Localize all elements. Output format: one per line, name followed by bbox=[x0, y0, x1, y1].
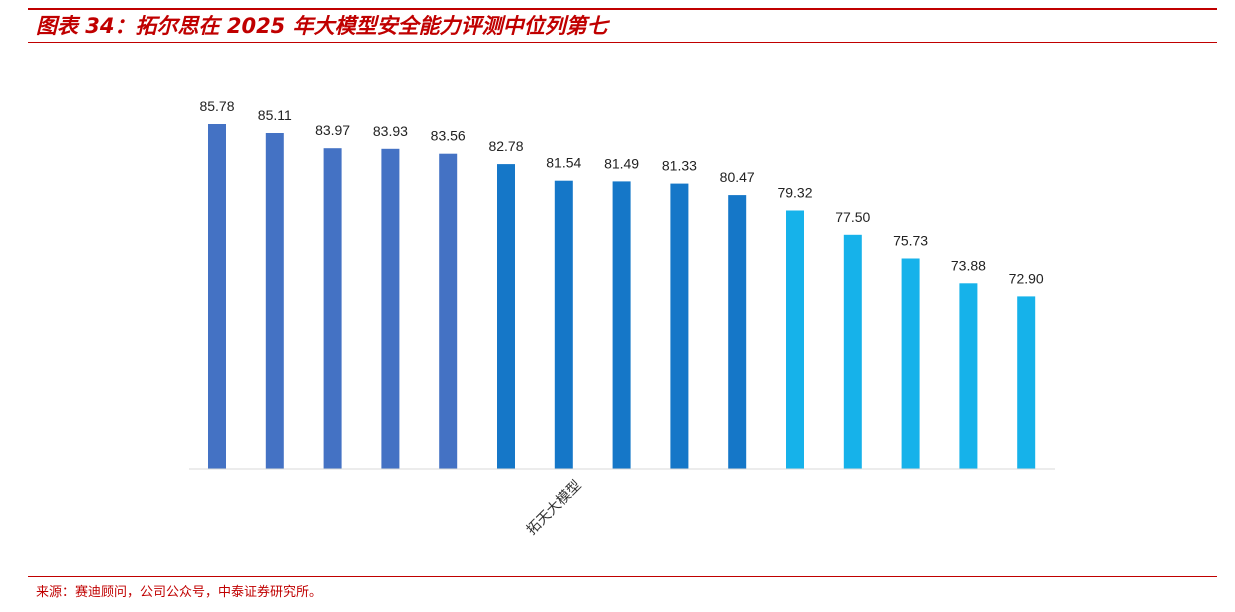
bar-12 bbox=[843, 234, 862, 469]
source-note: 来源：赛迪顾问，公司公众号，中泰证券研究所。 bbox=[36, 585, 323, 600]
title-underline bbox=[28, 42, 1217, 43]
value-label-10: 80.47 bbox=[720, 169, 755, 185]
value-label-6: 82.78 bbox=[488, 138, 523, 154]
bar-15 bbox=[1017, 296, 1036, 469]
value-label-1: 85.78 bbox=[199, 98, 234, 114]
value-label-5: 83.56 bbox=[431, 128, 466, 144]
source-rule bbox=[28, 576, 1217, 577]
bars-group bbox=[208, 124, 1036, 470]
bar-14 bbox=[959, 283, 978, 469]
bar-4 bbox=[381, 148, 400, 470]
figure-title: 图表 34：拓尔思在 2025 年大模型安全能力评测中位列第七 bbox=[36, 14, 608, 38]
bar-8 bbox=[612, 181, 631, 469]
highlight-category-label: 拓天大模型 bbox=[523, 477, 584, 538]
value-label-7: 81.54 bbox=[546, 155, 581, 171]
bar-7 bbox=[554, 180, 573, 469]
bar-3 bbox=[323, 148, 342, 469]
bar-10 bbox=[728, 195, 747, 469]
value-label-4: 83.93 bbox=[373, 123, 408, 139]
value-label-11: 79.32 bbox=[777, 185, 812, 201]
value-labels-group: 85.78 85.11 83.97 83.93 83.56 82.78 81.54 81.49… bbox=[199, 98, 1043, 286]
bar-2 bbox=[265, 133, 284, 469]
bar-9 bbox=[670, 183, 689, 469]
bar-13 bbox=[901, 258, 920, 469]
value-label-12: 77.50 bbox=[835, 209, 870, 225]
value-label-3: 83.97 bbox=[315, 122, 350, 138]
value-label-14: 73.88 bbox=[951, 257, 986, 273]
value-label-2: 85.11 bbox=[258, 107, 292, 123]
bar-5 bbox=[439, 153, 458, 469]
bar-1 bbox=[208, 124, 226, 469]
value-label-9: 81.33 bbox=[662, 158, 697, 174]
figure-header: 图表 34：拓尔思在 2025 年大模型安全能力评测中位列第七 bbox=[0, 0, 1235, 44]
value-label-13: 75.73 bbox=[893, 233, 928, 249]
value-label-8: 81.49 bbox=[604, 155, 639, 171]
bar-11 bbox=[786, 210, 804, 469]
top-rule bbox=[28, 8, 1217, 10]
value-label-15: 72.90 bbox=[1009, 270, 1044, 286]
bar-6 bbox=[497, 164, 515, 469]
